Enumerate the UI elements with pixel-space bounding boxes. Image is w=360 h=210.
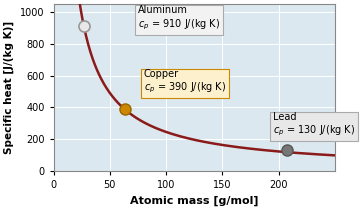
Text: Lead
$c_p$ = 130 J/(kg K): Lead $c_p$ = 130 J/(kg K) xyxy=(273,112,355,138)
Text: Aluminum
$c_p$ = 910 J/(kg K): Aluminum $c_p$ = 910 J/(kg K) xyxy=(138,5,220,32)
Y-axis label: Specific heat [J/(kg K)]: Specific heat [J/(kg K)] xyxy=(4,21,14,154)
Text: Copper
$c_p$ = 390 J/(kg K): Copper $c_p$ = 390 J/(kg K) xyxy=(144,69,226,95)
X-axis label: Atomic mass [g/mol]: Atomic mass [g/mol] xyxy=(130,196,258,206)
